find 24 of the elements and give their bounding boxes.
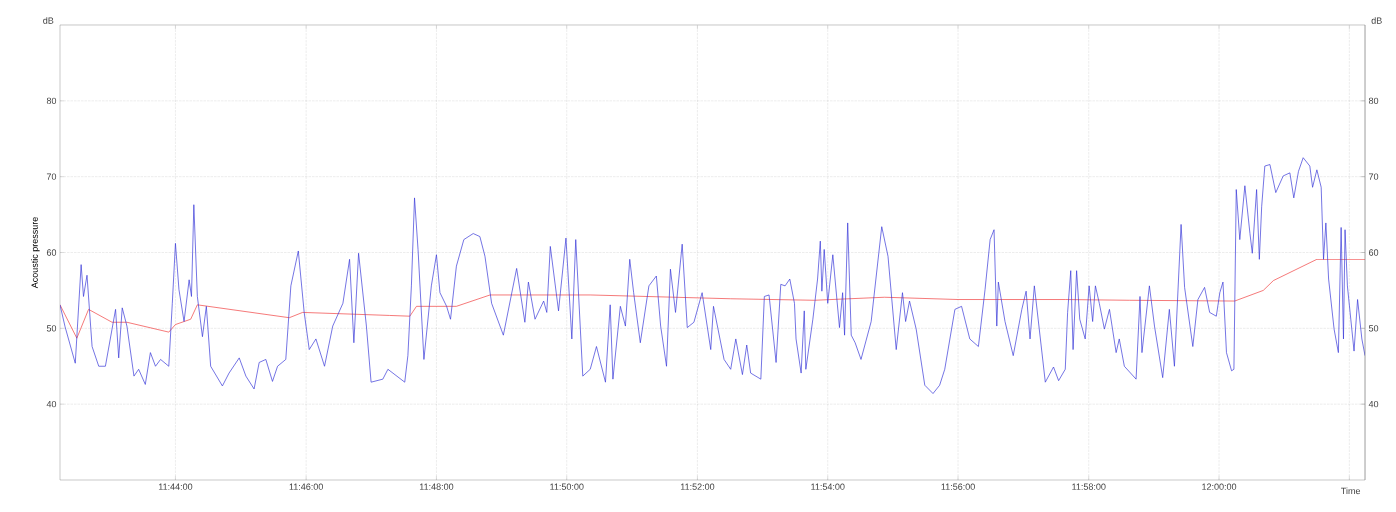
x-tick-label: 12:00:00 — [1202, 483, 1237, 490]
y-tick-label: 40 — [46, 400, 57, 408]
y-tick-label: 50 — [46, 325, 57, 332]
line-series — [60, 157, 1365, 394]
y2-tick-label: 80 — [1368, 97, 1379, 105]
y-tick-label: 70 — [46, 173, 57, 180]
x-axis-title: Time — [1341, 487, 1361, 495]
y-tick-label: 60 — [46, 249, 57, 256]
y2-tick-label: 50 — [1368, 325, 1379, 332]
x-tick-label: 11:58:00 — [1072, 483, 1106, 490]
y-tick-label: 80 — [46, 97, 57, 105]
x-tick-label: 11:50:00 — [550, 483, 584, 490]
x-tick-label: 11:56:00 — [941, 483, 975, 490]
x-tick-label: 11:48:00 — [419, 483, 454, 490]
x-tick-label: 11:46:00 — [289, 483, 323, 490]
text: dB — [43, 17, 54, 24]
x-tick-label: 11:44:00 — [158, 483, 193, 490]
y2-axis-title: dB — [1371, 17, 1382, 24]
x-tick-label: 11:54:00 — [811, 483, 845, 490]
x-tick-label: 11:52:00 — [680, 483, 715, 490]
y2-tick-label: 60 — [1369, 249, 1379, 256]
y2-tick-label: 40 — [1368, 400, 1379, 408]
y-axis-title: Acoustic pressure — [31, 217, 40, 289]
y2-tick-label: 70 — [1369, 173, 1379, 180]
